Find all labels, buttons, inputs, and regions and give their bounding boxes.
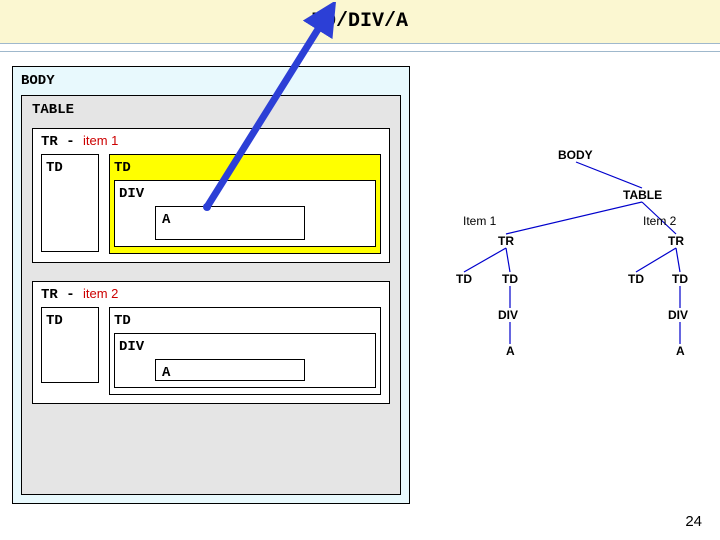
tree-node-td1a: TD — [456, 272, 472, 286]
tree-edges — [428, 148, 708, 388]
tr-row-1: TD TD DIV A — [41, 154, 381, 254]
page-number: 24 — [685, 513, 702, 530]
tree-node-a2: A — [676, 344, 685, 358]
title-bar: TD/DIV/A — [0, 0, 720, 44]
table-label: TABLE — [32, 102, 390, 118]
td-cell-2b: TD DIV A — [109, 307, 381, 395]
tree-node-body: BODY — [558, 148, 593, 162]
tr-prefix: TR - — [41, 287, 83, 303]
tree-node-td1b: TD — [502, 272, 518, 286]
tree-node-div1: DIV — [498, 308, 518, 322]
a-label: A — [162, 365, 170, 381]
tr-header-2: TR - item 2 — [41, 286, 381, 303]
tree-node-a1: A — [506, 344, 515, 358]
tr-row-2: TD TD DIV A — [41, 307, 381, 395]
td-label: TD — [46, 160, 63, 176]
td-label: TD — [114, 313, 131, 329]
tree-node-td2b: TD — [672, 272, 688, 286]
td-cell-2a: TD — [41, 307, 99, 383]
div-label: DIV — [119, 186, 144, 202]
div-box-2: DIV A — [114, 333, 376, 388]
dom-tree: BODY TABLE Item 1 Item 2 TR TR TD TD TD … — [428, 148, 708, 388]
tree-node-item2: Item 2 — [643, 214, 676, 228]
table-box: TABLE TR - item 1 TD TD DIV A — [21, 95, 401, 495]
tr-box-1: TR - item 1 TD TD DIV A — [32, 128, 390, 263]
body-box: BODY TABLE TR - item 1 TD TD DIV A — [12, 66, 410, 504]
a-box-2: A — [155, 359, 305, 381]
td-cell-1b: TD DIV A — [109, 154, 381, 254]
tree-node-table: TABLE — [623, 188, 662, 202]
tr-header-1: TR - item 1 — [41, 133, 381, 150]
td-cell-1a: TD — [41, 154, 99, 252]
td-label: TD — [114, 160, 131, 176]
a-label: A — [162, 212, 170, 228]
tree-node-item1: Item 1 — [463, 214, 496, 228]
tree-node-div2: DIV — [668, 308, 688, 322]
div-box-1: DIV A — [114, 180, 376, 247]
item-label: item 2 — [83, 286, 118, 301]
tree-node-tr2: TR — [668, 234, 684, 248]
td-label: TD — [46, 313, 63, 329]
tree-node-td2a: TD — [628, 272, 644, 286]
subtitle-strip — [0, 44, 720, 52]
tree-node-tr1: TR — [498, 234, 514, 248]
body-label: BODY — [21, 73, 401, 89]
a-box-1: A — [155, 206, 305, 240]
tr-box-2: TR - item 2 TD TD DIV A — [32, 281, 390, 404]
div-label: DIV — [119, 339, 144, 355]
page-title: TD/DIV/A — [312, 10, 408, 33]
item-label: item 1 — [83, 133, 118, 148]
tr-prefix: TR - — [41, 134, 83, 150]
